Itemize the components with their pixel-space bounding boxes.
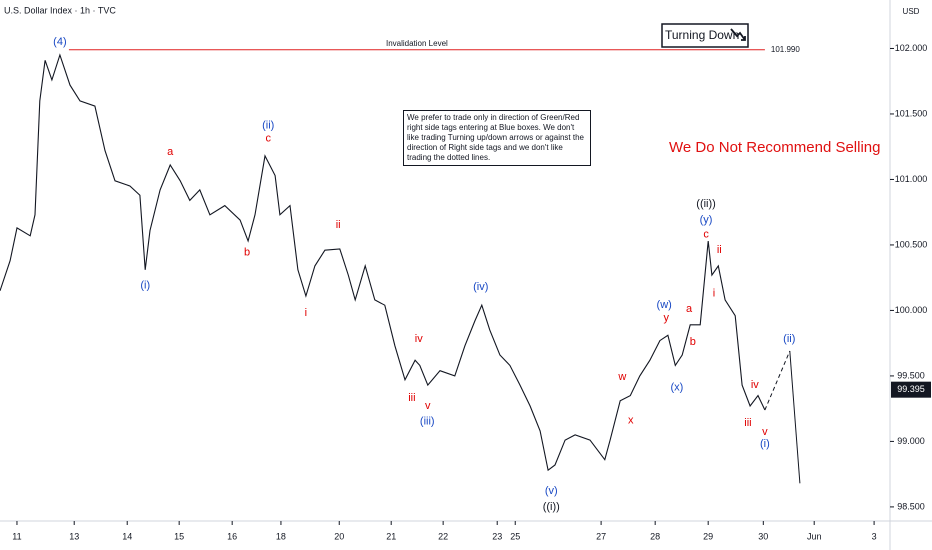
- x-tick-label: 28: [650, 531, 660, 541]
- wave-label: v: [762, 426, 768, 438]
- wave-label: (y): [700, 214, 713, 226]
- y-tick-label: 102.000: [895, 43, 928, 53]
- x-tick-label: 23: [492, 531, 502, 541]
- wave-label: ((ii)): [696, 198, 716, 210]
- y-tick-label: 101.500: [895, 108, 928, 118]
- wave-label: a: [167, 146, 174, 158]
- wave-label: iii: [744, 417, 751, 429]
- wave-label: b: [690, 336, 696, 348]
- projection-line: [764, 350, 791, 411]
- wave-label: (x): [670, 382, 683, 394]
- wave-label: w: [617, 371, 626, 383]
- wave-label: c: [703, 228, 709, 240]
- wave-label: ii: [717, 244, 722, 256]
- wave-label: (iv): [473, 281, 488, 293]
- y-tick-label: 99.000: [897, 436, 925, 446]
- recommendation: We Do Not Recommend Selling: [669, 139, 881, 156]
- y-tick-label: 99.500: [897, 370, 925, 380]
- x-tick-label: 21: [386, 531, 396, 541]
- trading-note: We prefer to trade only in direction of …: [403, 110, 591, 166]
- wave-label: a: [686, 303, 693, 315]
- x-tick-label: 29: [703, 531, 713, 541]
- wave-label: i: [713, 287, 715, 299]
- x-tick-label: 22: [438, 531, 448, 541]
- wave-label: (w): [657, 299, 672, 311]
- x-tick-label: 20: [334, 531, 344, 541]
- x-tick-label: 30: [758, 531, 768, 541]
- invalidation-value: 101.990: [771, 45, 800, 54]
- price-line: [0, 53, 766, 472]
- x-tick-label: 25: [510, 531, 520, 541]
- wave-label: b: [244, 247, 250, 259]
- wave-label: (i): [760, 438, 770, 450]
- turning-box: [661, 23, 749, 48]
- wave-label: ((i)): [543, 501, 560, 513]
- wave-label: x: [628, 414, 634, 426]
- y-tick-label: 101.000: [895, 174, 928, 184]
- last-price-label: 99.395: [897, 384, 925, 394]
- wave-label: (4): [53, 36, 66, 48]
- x-tick-label: 15: [174, 531, 184, 541]
- x-tick-label: Jun: [807, 531, 822, 541]
- wave-label: iv: [415, 333, 423, 345]
- y-tick-label: 100.000: [895, 305, 928, 315]
- y-tick-label: 100.500: [895, 239, 928, 249]
- chart-title: U.S. Dollar Index · 1h · TVC: [4, 5, 116, 15]
- wave-label: (iii): [420, 416, 435, 428]
- turning-label: Turning Down: [665, 28, 739, 42]
- wave-label: ii: [336, 219, 341, 231]
- wave-label: (ii): [262, 120, 274, 132]
- wave-label: c: [265, 133, 271, 145]
- turning-arrow: [730, 28, 746, 41]
- wave-label: (ii): [783, 333, 795, 345]
- x-tick-label: 11: [12, 531, 21, 541]
- wave-label: (v): [545, 485, 558, 497]
- x-tick-label: 16: [227, 531, 237, 541]
- y-tick-label: 98.500: [897, 501, 925, 511]
- x-tick-label: 14: [122, 531, 132, 541]
- x-tick-label: 3: [872, 531, 877, 541]
- wave-label: v: [425, 400, 431, 412]
- wave-label: iii: [408, 392, 415, 404]
- x-tick-label: 18: [276, 531, 286, 541]
- projection-line: [789, 350, 801, 484]
- x-tick-label: 13: [69, 531, 79, 541]
- wave-label: iv: [751, 379, 759, 391]
- wave-label: i: [305, 307, 307, 319]
- wave-label: (i): [140, 279, 150, 291]
- x-tick-label: 27: [596, 531, 606, 541]
- last-price-box: [891, 381, 931, 398]
- currency-label: USD: [903, 7, 920, 16]
- invalidation-text: Invalidation Level: [386, 39, 448, 48]
- wave-label: y: [664, 312, 670, 324]
